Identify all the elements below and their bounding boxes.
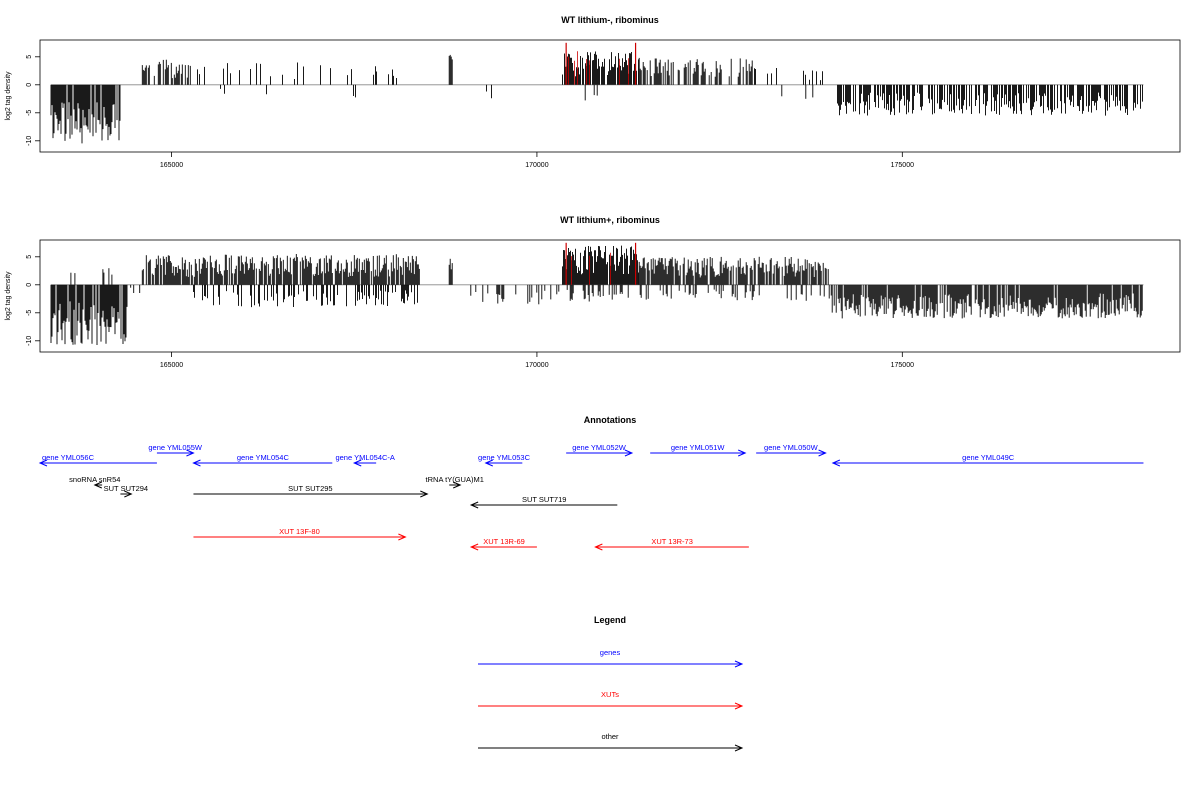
annotation-label: XUT 13R-73 — [651, 537, 693, 546]
annotation-arrow — [449, 481, 462, 489]
annotation-arrow — [193, 490, 429, 498]
y-tick-label: 5 — [26, 55, 33, 59]
x-tick-label: 170000 — [525, 362, 548, 369]
axes-group: 165000 170000 175000 5 0 -5 -10 — [26, 55, 914, 169]
x-tick-label: 175000 — [891, 162, 914, 169]
annotation-label: SUT SUT295 — [288, 484, 332, 493]
y-tick-label: -5 — [26, 110, 33, 116]
annotation-arrow — [38, 459, 157, 467]
legend-title: Legend — [594, 615, 626, 625]
y-tick-label: -10 — [26, 336, 33, 346]
plot-frame — [39, 239, 1181, 353]
annotation-label: SUT SUT294 — [104, 484, 148, 493]
track-title: WT lithium+, ribominus — [560, 215, 660, 225]
annotation-label: snoRNA snR54 — [69, 475, 120, 484]
track-lithium-plus: WT lithium+, ribominus 165000 170000 17500… — [5, 215, 1181, 369]
track-lithium-minus: WT lithium-, ribominus 165000 170000 17500… — [5, 15, 1181, 169]
bar-group — [50, 42, 1144, 144]
y-axis-label: log2 tag density — [5, 71, 12, 121]
annotation-label: gene YML053C — [478, 453, 531, 462]
axes-group: 165000 170000 175000 5 0 -5 -10 — [26, 255, 914, 369]
annotation-label: SUT SUT719 — [522, 495, 566, 504]
annotation-label: gene YML052W — [572, 443, 627, 452]
legend-items: genes XUTs other — [478, 648, 744, 752]
x-tick-label: 165000 — [160, 162, 183, 169]
annotation-arrow — [650, 449, 747, 457]
x-tick-label: 165000 — [160, 362, 183, 369]
annotation-label: gene YML054C — [237, 453, 290, 462]
x-tick-label: 175000 — [891, 362, 914, 369]
legend-panel: Legend genes XUTs other — [478, 615, 744, 752]
legend-label: genes — [600, 648, 621, 657]
y-tick-label: -10 — [26, 136, 33, 146]
annotation-label: XUT 13F-80 — [279, 527, 320, 536]
annotation-arrow — [156, 449, 195, 457]
y-tick-label: -5 — [26, 310, 33, 316]
annotation-arrow — [469, 501, 618, 509]
annotation-features: gene YML056C gene YML055W gene YML054C gene… — [38, 443, 1144, 551]
annotation-arrow — [566, 449, 634, 457]
annotation-arrow — [594, 543, 749, 551]
annotation-label: gene YML056C — [42, 453, 95, 462]
legend-item: XUTs — [478, 690, 744, 710]
annotation-arrow — [756, 449, 827, 457]
annotation-arrow — [831, 459, 1144, 467]
annotation-arrow — [193, 533, 407, 541]
legend-label: other — [601, 732, 619, 741]
annotation-label: gene YML050W — [764, 443, 819, 452]
annotation-arrow — [192, 459, 333, 467]
annotation-label: XUT 13R-69 — [483, 537, 525, 546]
legend-item: genes — [478, 648, 744, 668]
annotation-label: gene YML049C — [962, 453, 1015, 462]
legend-label: XUTs — [601, 690, 619, 699]
annotation-label: tRNA tY(GUA)M1 — [426, 475, 484, 484]
annotation-label: gene YML054C-A — [335, 453, 394, 462]
annotation-arrow — [352, 459, 377, 467]
annotation-arrow — [93, 481, 103, 489]
annotations-title: Annotations — [584, 415, 637, 425]
annotation-arrow — [469, 543, 537, 551]
track-title: WT lithium-, ribominus — [561, 15, 659, 25]
x-tick-label: 170000 — [525, 162, 548, 169]
annotation-arrow — [120, 490, 133, 498]
annotation-label: gene YML055W — [148, 443, 203, 452]
annotation-arrow — [484, 459, 523, 467]
y-tick-label: 0 — [26, 83, 33, 87]
legend-item: other — [478, 732, 744, 752]
annotation-label: gene YML051W — [671, 443, 726, 452]
y-tick-label: 5 — [26, 255, 33, 259]
bar-group — [50, 242, 1144, 345]
y-axis-label: log2 tag density — [5, 271, 12, 321]
plot-frame — [39, 39, 1181, 153]
y-tick-label: 0 — [26, 283, 33, 287]
